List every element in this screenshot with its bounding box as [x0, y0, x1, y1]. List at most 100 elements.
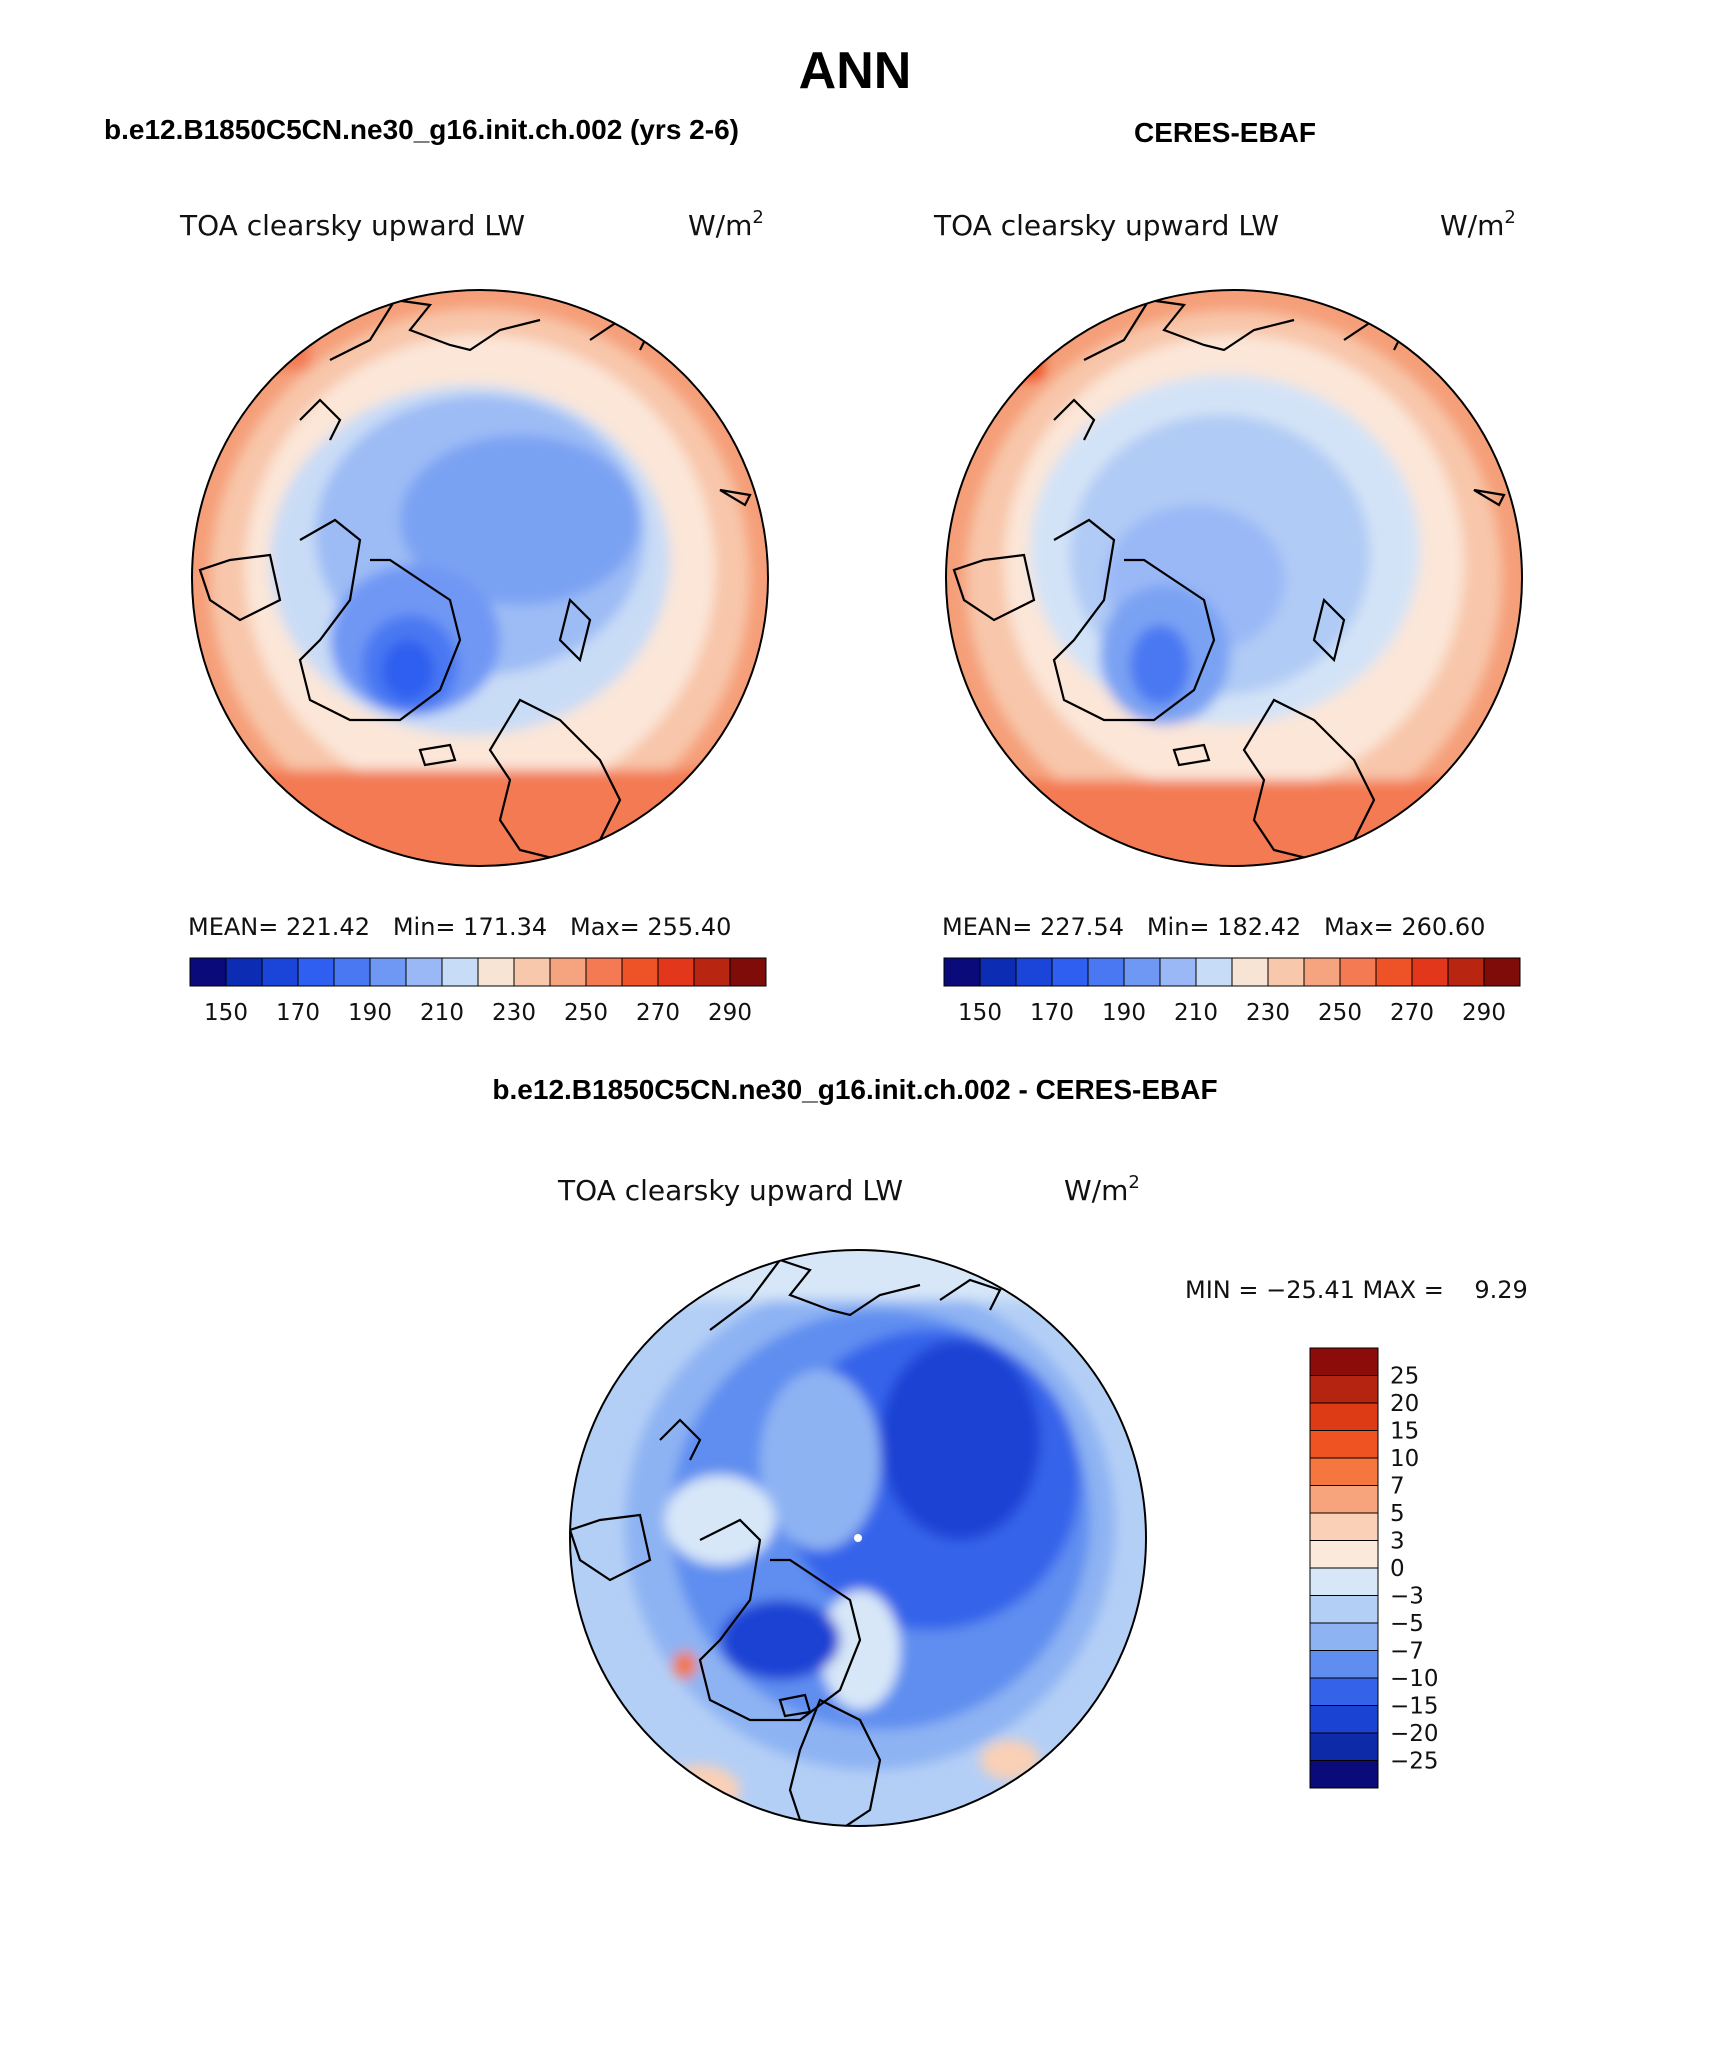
pole-marker: [854, 1534, 862, 1542]
model-colorbar-tick-label: 170: [276, 1000, 320, 1026]
obs-colorbar-tick-label: 190: [1102, 1000, 1146, 1026]
model-variable-label: TOA clearsky upward LW: [179, 209, 525, 242]
diff-colorbar-tick-label: 15: [1390, 1419, 1419, 1445]
model-colorbar-swatch: [333, 957, 371, 987]
diff-colorbar-swatch: [1309, 1677, 1379, 1706]
model-colorbar-swatch: [225, 957, 263, 987]
diff-colorbar-tick-label: −7: [1390, 1639, 1424, 1665]
model-colorbar-swatch: [477, 957, 515, 987]
model-colorbar-tick-label: 150: [204, 1000, 248, 1026]
diff-colorbar-swatch: [1309, 1485, 1379, 1514]
diff-colorbar-swatch: [1309, 1732, 1379, 1761]
diff-colorbar-tick-label: 0: [1390, 1556, 1405, 1582]
diff-colorbar-swatch: [1309, 1430, 1379, 1459]
model-colorbar-swatch: [405, 957, 443, 987]
model-colorbar-swatch: [261, 957, 299, 987]
obs-contour-fill: [946, 290, 1522, 866]
diff-colorbar-swatch: [1309, 1650, 1379, 1679]
diff-colorbar-tick-label: −3: [1390, 1584, 1424, 1610]
model-colorbar-tick-label: 230: [492, 1000, 536, 1026]
obs-map-panel: TOA clearsky upward LW W/m2: [933, 207, 1523, 1026]
diff-map-panel: TOA clearsky upward LW W/m2: [557, 1172, 1528, 1827]
model-colorbar-tick-label: 190: [348, 1000, 392, 1026]
diff-colorbar-swatch: [1309, 1347, 1379, 1376]
diff-colorbar-swatch: [1309, 1705, 1379, 1734]
model-colorbar: 150 170 190 210 230 250 270 290: [189, 957, 767, 1026]
obs-colorbar-tick-label: 290: [1462, 1000, 1506, 1026]
diff-colorbar-tick-label: −10: [1390, 1666, 1439, 1692]
obs-colorbar-swatch: [1231, 957, 1269, 987]
page-title: ANN: [799, 42, 912, 100]
diff-contour-fill: [570, 1250, 1146, 1826]
model-colorbar-tick-label: 250: [564, 1000, 608, 1026]
diff-map-border: [569, 1249, 1147, 1827]
obs-colorbar-swatch: [943, 957, 981, 987]
model-colorbar-tick-label: 290: [708, 1000, 752, 1026]
model-case-title: b.e12.B1850C5CN.ne30_g16.init.ch.002 (yr…: [104, 114, 739, 145]
diff-colorbar-swatch: [1309, 1760, 1379, 1789]
model-colorbar-swatch: [441, 957, 479, 987]
model-colorbar-tick-label: 270: [636, 1000, 680, 1026]
obs-colorbar-tick-label: 210: [1174, 1000, 1218, 1026]
obs-colorbar-swatch: [1159, 957, 1197, 987]
model-colorbar-swatch: [729, 957, 767, 987]
obs-colorbar-swatch: [1051, 957, 1089, 987]
diff-units-label: W/m2: [1064, 1172, 1140, 1207]
diff-colorbar-swatch: [1309, 1567, 1379, 1596]
model-map-panel: TOA clearsky upward LW W/m2: [179, 207, 769, 1026]
diff-case-title: b.e12.B1850C5CN.ne30_g16.init.ch.002 - C…: [492, 1074, 1217, 1105]
obs-case-title: CERES-EBAF: [1134, 117, 1316, 148]
obs-colorbar-swatch: [1303, 957, 1341, 987]
diff-colorbar-swatch: [1309, 1402, 1379, 1431]
obs-colorbar-swatch: [979, 957, 1017, 987]
obs-colorbar-tick-label: 270: [1390, 1000, 1434, 1026]
model-colorbar-swatch: [369, 957, 407, 987]
obs-colorbar-swatch: [1123, 957, 1161, 987]
obs-colorbar-tick-label: 230: [1246, 1000, 1290, 1026]
diff-colorbar-tick-label: 7: [1390, 1474, 1405, 1500]
model-colorbar-swatch: [657, 957, 695, 987]
obs-colorbar-swatch: [1447, 957, 1485, 987]
obs-colorbar-swatch: [1267, 957, 1305, 987]
obs-colorbar-tick-label: 170: [1030, 1000, 1074, 1026]
obs-colorbar-swatch: [1339, 957, 1377, 987]
obs-colorbar-swatch: [1411, 957, 1449, 987]
diff-variable-label: TOA clearsky upward LW: [557, 1174, 903, 1207]
obs-colorbar-tick-label: 250: [1318, 1000, 1362, 1026]
model-units-label: W/m2: [688, 207, 764, 242]
diff-colorbar-swatch: [1309, 1457, 1379, 1486]
model-colorbar-swatch: [297, 957, 335, 987]
diff-colorbar-tick-label: 20: [1390, 1391, 1419, 1417]
diff-colorbar-tick-label: 5: [1390, 1501, 1405, 1527]
obs-variable-label: TOA clearsky upward LW: [933, 209, 1279, 242]
obs-colorbar-swatch: [1087, 957, 1125, 987]
model-colorbar-swatch: [621, 957, 659, 987]
diff-colorbar-tick-label: −5: [1390, 1611, 1424, 1637]
model-contour-fill: [192, 290, 768, 866]
diff-colorbar-swatch: [1309, 1540, 1379, 1569]
model-colorbar-swatch: [549, 957, 587, 987]
model-map-border: [191, 289, 769, 867]
obs-map-border: [945, 289, 1523, 867]
model-colorbar-tick-label: 210: [420, 1000, 464, 1026]
diff-colorbar-swatch: [1309, 1375, 1379, 1404]
obs-colorbar-swatch: [1483, 957, 1521, 987]
diff-colorbar-swatch: [1309, 1512, 1379, 1541]
model-colorbar-swatch: [189, 957, 227, 987]
model-stats-label: MEAN= 221.42 Min= 171.34 Max= 255.40: [188, 913, 731, 941]
diff-colorbar-tick-label: −20: [1390, 1721, 1439, 1747]
model-colorbar-swatch: [693, 957, 731, 987]
diff-colorbar-tick-label: −15: [1390, 1694, 1439, 1720]
obs-stats-label: MEAN= 227.54 Min= 182.42 Max= 260.60: [942, 913, 1485, 941]
diff-colorbar-tick-label: 10: [1390, 1446, 1419, 1472]
diff-coastlines: [570, 1258, 1002, 1826]
diff-colorbar-tick-label: 3: [1390, 1529, 1405, 1555]
diff-colorbar-swatch: [1309, 1595, 1379, 1624]
obs-colorbar-tick-label: 150: [958, 1000, 1002, 1026]
obs-colorbar-swatch: [1375, 957, 1413, 987]
diff-stats-label: MIN = −25.41 MAX = 9.29: [1185, 1276, 1528, 1304]
model-colorbar-swatch: [513, 957, 551, 987]
diff-colorbar-swatch: [1309, 1622, 1379, 1651]
